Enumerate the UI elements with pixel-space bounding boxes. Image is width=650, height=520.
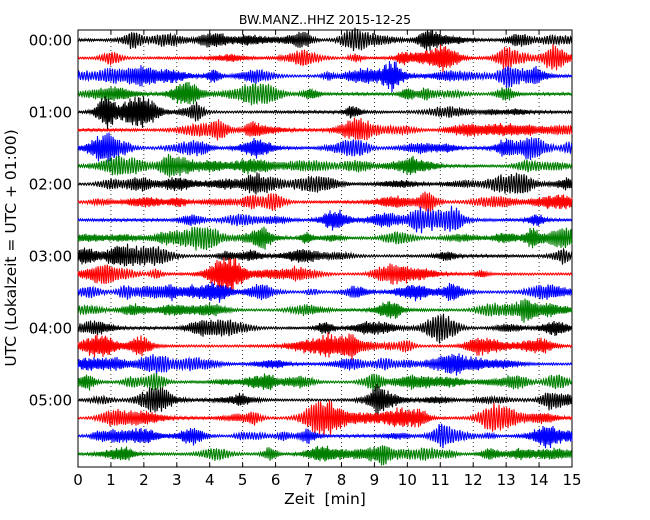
seismogram-trace bbox=[77, 61, 573, 93]
chart-title: BW.MANZ..HHZ 2015-12-25 bbox=[239, 12, 411, 27]
seismogram-trace bbox=[77, 153, 573, 178]
y-axis-ticks: 00:00 01:00 02:00 03:00 04:00 05:00 bbox=[29, 32, 572, 410]
x-tick-label: 2 bbox=[139, 471, 149, 489]
y-tick-label: 03:00 bbox=[29, 248, 72, 266]
y-tick-label: 01:00 bbox=[29, 104, 72, 122]
seismogram-trace bbox=[77, 81, 573, 106]
x-tick-label: 10 bbox=[398, 471, 417, 489]
x-tick-label: 13 bbox=[497, 471, 516, 489]
x-axis-ticks: 0 1 2 3 4 5 6 7 8 9 10 11 12 13 14 15 bbox=[73, 30, 582, 489]
seismogram-trace bbox=[77, 281, 573, 303]
seismogram-trace bbox=[77, 383, 573, 416]
x-tick-label: 5 bbox=[238, 471, 248, 489]
x-tick-label: 1 bbox=[106, 471, 116, 489]
seismogram-trace bbox=[77, 117, 573, 141]
x-tick-label: 4 bbox=[205, 471, 215, 489]
seismogram-trace bbox=[77, 132, 573, 163]
seismogram-trace bbox=[77, 372, 573, 392]
seismogram-trace bbox=[77, 399, 573, 438]
x-tick-label: 0 bbox=[73, 471, 83, 489]
seismogram-trace bbox=[77, 332, 573, 361]
x-tick-label: 8 bbox=[337, 471, 347, 489]
x-tick-label: 12 bbox=[464, 471, 483, 489]
y-tick-label: 05:00 bbox=[29, 392, 72, 410]
y-axis-label: UTC (Lokalzeit = UTC + 01:00) bbox=[2, 129, 20, 366]
seismogram-trace bbox=[77, 313, 573, 344]
x-tick-label: 3 bbox=[172, 471, 182, 489]
seismogram-trace bbox=[77, 172, 573, 195]
plot-frame bbox=[77, 29, 573, 468]
x-tick-label: 9 bbox=[370, 471, 380, 489]
seismogram-traces bbox=[77, 27, 573, 466]
seismogram-trace bbox=[77, 205, 573, 234]
seismogram-trace bbox=[77, 445, 573, 466]
x-axis-label: Zeit [min] bbox=[284, 490, 366, 508]
y-tick-label: 04:00 bbox=[29, 320, 72, 338]
x-tick-label: 11 bbox=[431, 471, 450, 489]
seismogram-trace bbox=[77, 353, 573, 376]
seismogram-trace bbox=[77, 298, 573, 323]
seismogram-trace bbox=[77, 44, 573, 73]
x-tick-label: 6 bbox=[271, 471, 281, 489]
seismogram-trace bbox=[77, 96, 573, 131]
seismogram-trace bbox=[77, 243, 573, 267]
x-tick-label: 14 bbox=[530, 471, 549, 489]
y-tick-label: 00:00 bbox=[29, 32, 72, 50]
seismogram-trace bbox=[77, 191, 573, 214]
y-tick-label: 02:00 bbox=[29, 176, 72, 194]
x-tick-label: 7 bbox=[304, 471, 314, 489]
x-tick-label: 15 bbox=[562, 471, 581, 489]
seismogram-trace bbox=[77, 257, 573, 292]
seismogram-trace bbox=[77, 27, 573, 52]
seismogram-trace bbox=[77, 423, 573, 449]
seismogram-trace bbox=[77, 226, 573, 251]
